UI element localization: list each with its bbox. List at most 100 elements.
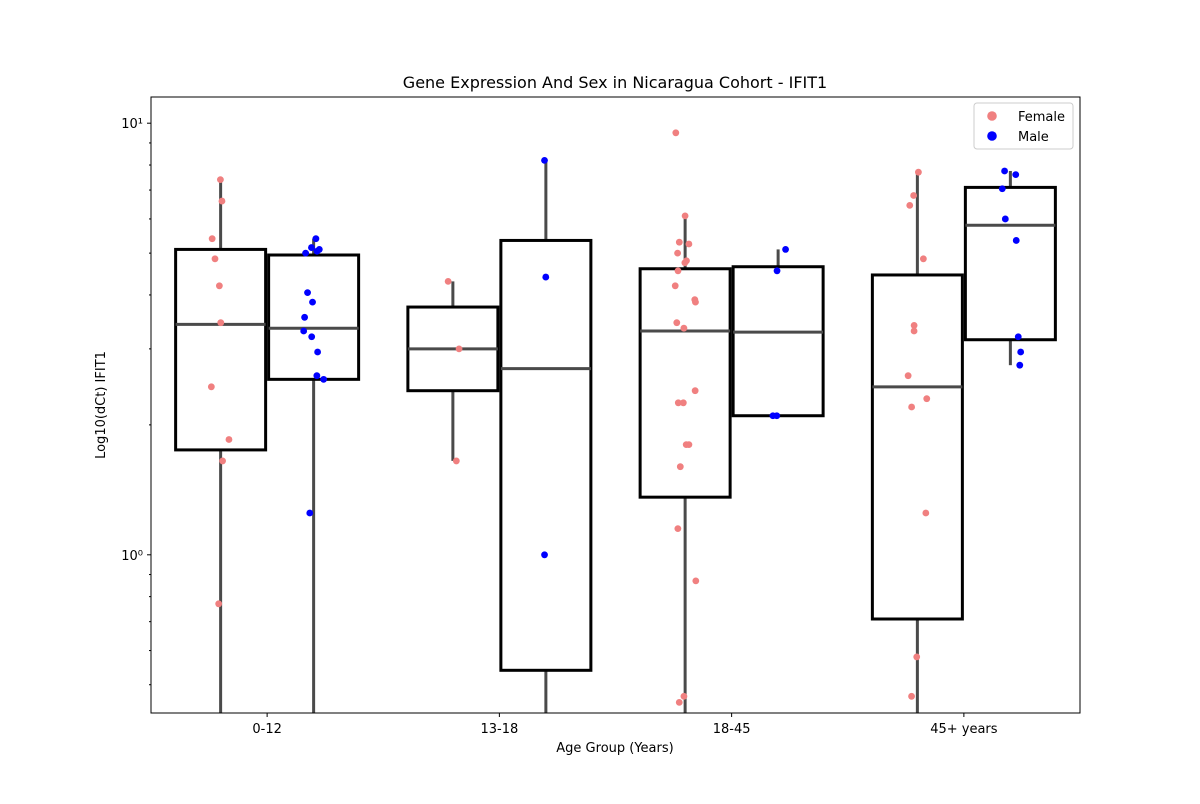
data-point-female (672, 129, 680, 137)
data-point-male (1012, 237, 1020, 244)
box-female-2 (638, 215, 732, 713)
legend-label-male: Male (1018, 130, 1049, 145)
data-point-male (1012, 171, 1020, 179)
data-point-female (215, 282, 223, 290)
data-point-female (906, 201, 914, 209)
legend-box (973, 102, 1074, 150)
data-point-female (904, 372, 912, 380)
data-point-female (225, 436, 233, 443)
data-point-female (675, 238, 683, 246)
data-point-female (211, 255, 219, 263)
data-point-female (674, 249, 682, 257)
data-point-male (1014, 333, 1022, 341)
legend-marker-male (987, 131, 997, 141)
data-point-male (309, 298, 316, 306)
data-point-female (673, 319, 681, 327)
data-point-male (308, 333, 316, 341)
box-female-3 (870, 172, 964, 713)
data-point-female (674, 267, 682, 275)
data-point-female (675, 699, 683, 706)
box-iqr (267, 253, 361, 381)
data-point-male (320, 375, 328, 383)
data-point-female (691, 387, 699, 395)
box-male-3 (963, 170, 1057, 366)
data-point-male (541, 156, 548, 164)
data-point-male (313, 372, 321, 380)
x-tick-label: 45+ years (930, 722, 998, 737)
chart-title: Gene Expression And Sex in Nicaragua Coh… (403, 73, 827, 92)
data-point-male (542, 273, 550, 281)
data-point-female (679, 399, 687, 407)
legend-marker-female (987, 111, 997, 121)
box-female-1 (406, 281, 500, 461)
data-point-female (218, 197, 226, 205)
data-point-male (998, 185, 1006, 193)
data-point-male (313, 247, 321, 255)
data-point-male (769, 412, 777, 420)
data-point-female (681, 212, 689, 220)
box-male-1 (499, 160, 593, 713)
data-point-male (1016, 361, 1024, 369)
data-point-female (452, 457, 460, 465)
data-point-male (306, 509, 314, 517)
data-point-female (676, 463, 684, 471)
box-iqr (731, 265, 825, 418)
data-point-male (304, 289, 311, 297)
data-point-female (922, 509, 930, 517)
data-point-female (219, 457, 226, 465)
data-point-male (782, 246, 789, 253)
y-tick-label: 10⁰ (121, 549, 143, 564)
data-point-female (217, 319, 225, 327)
x-tick-label: 0-12 (252, 722, 282, 737)
data-point-female (692, 298, 699, 306)
data-point-female (674, 525, 682, 533)
data-point-female (671, 282, 679, 290)
plot-frame (150, 96, 1081, 714)
data-point-female (215, 600, 223, 608)
plot-area (174, 129, 1057, 713)
data-point-male (301, 313, 309, 321)
data-point-female (908, 403, 916, 411)
data-point-male (312, 235, 320, 243)
data-point-female (207, 383, 215, 391)
data-point-female (919, 255, 927, 263)
data-point-male (1001, 167, 1008, 175)
x-axis-label: Age Group (Years) (556, 741, 673, 756)
data-point-male (302, 249, 310, 257)
box-iqr (638, 267, 732, 499)
data-point-male (308, 244, 315, 251)
y-tick-label: 10¹ (121, 117, 143, 132)
data-point-female (674, 399, 682, 407)
box-female-0 (174, 177, 268, 713)
data-point-male (541, 551, 548, 559)
y-axis-label: Log10(dCt) IFIT1 (94, 351, 109, 459)
data-point-female (681, 259, 689, 267)
box-iqr (499, 238, 593, 672)
box-male-0 (267, 238, 361, 713)
data-point-female (923, 395, 931, 403)
data-point-female (692, 577, 700, 585)
data-point-female (680, 324, 688, 332)
data-point-female (217, 176, 224, 184)
data-point-female (444, 277, 452, 285)
data-point-male (1017, 348, 1025, 356)
legend-label-female: Female (1018, 110, 1065, 125)
data-point-female (455, 345, 463, 353)
box-iqr (870, 273, 964, 621)
data-point-male (300, 327, 308, 335)
data-point-female (910, 327, 918, 335)
data-point-male (314, 348, 322, 356)
data-point-female (680, 692, 688, 700)
data-point-male (773, 267, 781, 275)
data-point-female (915, 168, 922, 176)
box-male-2 (731, 249, 825, 418)
box-iqr (963, 185, 1057, 342)
data-point-female (910, 322, 918, 329)
x-tick-label: 18-45 (713, 722, 751, 737)
box-iqr (174, 247, 268, 452)
data-point-female (685, 441, 693, 449)
legend: Female Male (973, 102, 1074, 150)
x-tick-label: 13-18 (480, 722, 518, 737)
